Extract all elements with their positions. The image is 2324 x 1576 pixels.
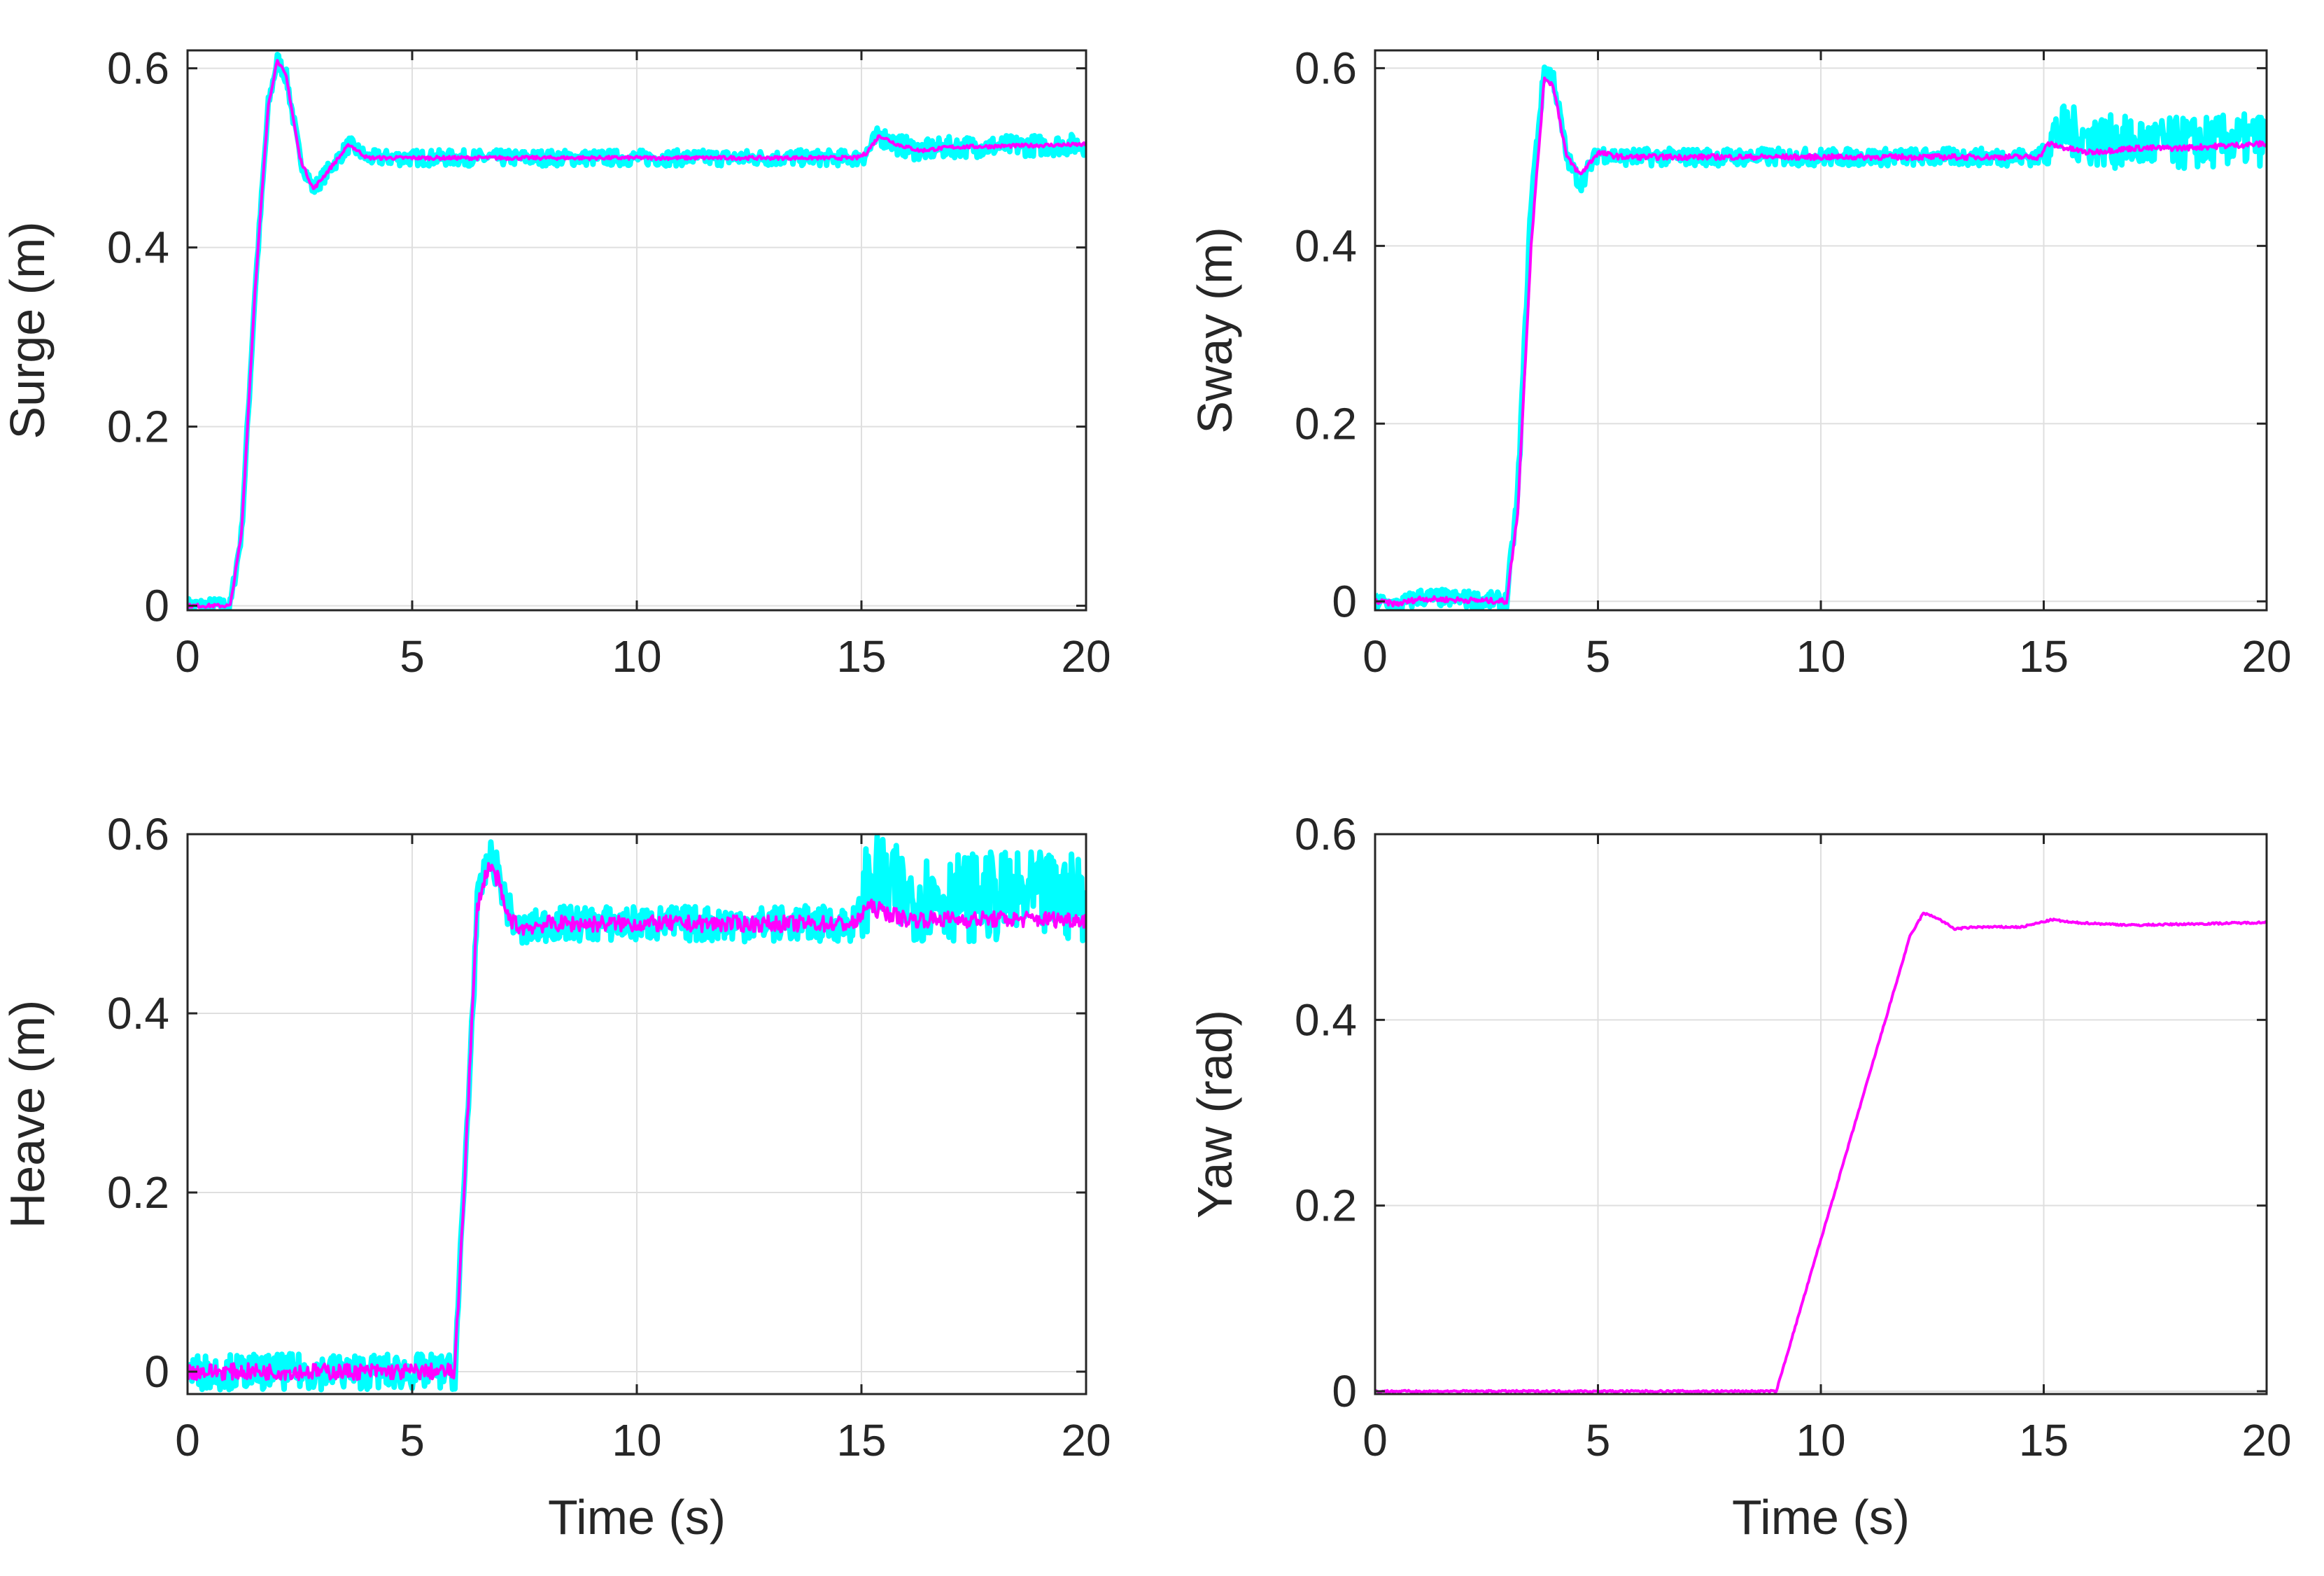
- surge-ylabel: Surge (m): [0, 221, 55, 439]
- surge-series-group: [188, 52, 1086, 610]
- heave-xtick-label: 15: [836, 1415, 886, 1465]
- surge-xtick-labels: 0 5 10 15 20: [175, 631, 1111, 682]
- surge-xtick-label: 5: [400, 631, 425, 682]
- heave-ytick-label: 0.6: [107, 809, 169, 859]
- heave-ytick-labels: 0 0.2 0.4 0.6: [107, 809, 169, 1397]
- surge-xtick-label: 10: [612, 631, 661, 682]
- yaw-subplot: 0 0.2 0.4 0.6 0 5 10 15 20 Yaw (rad) Tim…: [1188, 809, 2292, 1545]
- sway-xtick-label: 0: [1362, 631, 1388, 682]
- surge-xtick-label: 15: [836, 631, 886, 682]
- yaw-ytick-labels: 0 0.2 0.4 0.6: [1295, 809, 1357, 1416]
- surge-ytick-label: 0.2: [107, 402, 169, 452]
- heave-ytick-label: 0.2: [107, 1167, 169, 1218]
- sway-series-group: [1375, 64, 2267, 610]
- yaw-ytick-label: 0.6: [1295, 809, 1357, 859]
- heave-xtick-label: 20: [1061, 1415, 1111, 1465]
- sway-ticks: [1374, 50, 2268, 610]
- yaw-ytick-label: 0.4: [1295, 994, 1357, 1045]
- yaw-xtick-label: 0: [1362, 1415, 1388, 1465]
- heave-plot-lines: [188, 834, 1086, 1393]
- sway-ylabel: Sway (m): [1188, 227, 1242, 434]
- surge-ytick-label: 0.6: [107, 43, 169, 94]
- sway-subplot: 0 0.2 0.4 0.6 0 5 10 15 20 Sway (m): [1188, 43, 2292, 682]
- yaw-xtick-labels: 0 5 10 15 20: [1362, 1415, 2291, 1465]
- heave-line-mean: [188, 861, 1086, 1381]
- surge-line-mean: [188, 59, 1086, 609]
- yaw-ytick-label: 0: [1332, 1366, 1357, 1416]
- yaw-ticks: [1374, 833, 2268, 1394]
- yaw-line-yaw: [1375, 911, 2267, 1394]
- sway-ytick-labels: 0 0.2 0.4 0.6: [1295, 43, 1357, 626]
- yaw-xtick-label: 5: [1586, 1415, 1611, 1465]
- surge-xtick-label: 0: [175, 631, 200, 682]
- heave-xtick-label: 5: [400, 1415, 425, 1465]
- surge-plot-lines: [188, 52, 1086, 610]
- heave-subplot: 0 0.2 0.4 0.6 0 5 10 15 20 Heave (m) Tim…: [0, 809, 1111, 1545]
- surge-ytick-labels: 0 0.2 0.4 0.6: [107, 43, 169, 631]
- yaw-xtick-label: 20: [2241, 1415, 2291, 1465]
- yaw-ytick-label: 0.2: [1295, 1181, 1357, 1231]
- yaw-xtick-label: 10: [1796, 1415, 1845, 1465]
- surge-xtick-label: 20: [1061, 631, 1111, 682]
- sway-ytick-label: 0.4: [1295, 220, 1357, 271]
- heave-series-group: [188, 834, 1086, 1393]
- sway-line-runs: [1375, 64, 2267, 610]
- heave-ytick-label: 0.4: [107, 988, 169, 1039]
- sway-ytick-label: 0.2: [1295, 398, 1357, 449]
- heave-ticks: [186, 833, 1087, 1394]
- yaw-xtick-label: 15: [2019, 1415, 2069, 1465]
- heave-xlabel: Time (s): [548, 1490, 726, 1545]
- yaw-ylabel: Yaw (rad): [1188, 1010, 1242, 1218]
- surge-ticks: [186, 50, 1087, 610]
- sway-ytick-label: 0.6: [1295, 43, 1357, 93]
- surge-ytick-label: 0.4: [107, 223, 169, 273]
- yaw-xlabel: Time (s): [1732, 1490, 1910, 1545]
- yaw-gridlines: [1374, 833, 2267, 1394]
- surge-line-runs: [188, 52, 1086, 610]
- heave-ylabel: Heave (m): [0, 1000, 55, 1229]
- sway-plot-lines: [1375, 64, 2267, 610]
- heave-xtick-labels: 0 5 10 15 20: [175, 1415, 1111, 1465]
- surge-subplot: 0 0.2 0.4 0.6 0 5 10 15 20 Surge (m): [0, 43, 1111, 682]
- heave-xtick-label: 0: [175, 1415, 200, 1465]
- heave-xtick-label: 10: [612, 1415, 661, 1465]
- yaw-series-group: [1375, 911, 2267, 1394]
- sway-xtick-label: 20: [2241, 631, 2291, 682]
- sway-xtick-label: 5: [1586, 631, 1611, 682]
- yaw-plot-lines: [1375, 911, 2267, 1394]
- sway-xtick-label: 15: [2019, 631, 2069, 682]
- heave-ytick-label: 0: [144, 1346, 169, 1397]
- sway-line-mean: [1375, 76, 2267, 607]
- sway-xtick-labels: 0 5 10 15 20: [1362, 631, 2291, 682]
- sway-xtick-label: 10: [1796, 631, 1845, 682]
- sway-ytick-label: 0: [1332, 576, 1357, 626]
- surge-ytick-label: 0: [144, 581, 169, 631]
